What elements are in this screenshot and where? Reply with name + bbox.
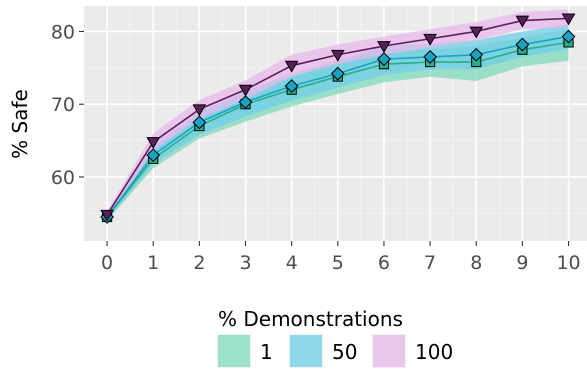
series-50-point [515, 37, 530, 52]
y-tick-label: 60 [51, 167, 75, 189]
legend-label-100: 100 [415, 340, 453, 364]
legend-swatch-1 [218, 335, 250, 367]
series-100-point [423, 33, 437, 46]
y-axis-title: % Safe [8, 89, 32, 159]
legend-title: % Demonstrations [218, 307, 403, 331]
series-100-point [238, 84, 253, 97]
series-100-point [100, 209, 114, 222]
legend: % Demonstrations 1 50 100 [217, 307, 453, 368]
legend-swatch-50 [290, 335, 322, 367]
series-1-ribbon [107, 29, 569, 221]
series-50-point [330, 66, 345, 81]
series-50-point [146, 148, 161, 163]
series-100-point [192, 104, 207, 117]
series-50-point [423, 50, 438, 64]
series-50-point [377, 52, 391, 67]
series-100-point [561, 13, 576, 26]
x-tick-label: 7 [424, 252, 436, 274]
series-100-point [515, 15, 530, 28]
y-tick-label: 70 [51, 94, 75, 116]
series-50-point [238, 95, 253, 109]
x-tick-label: 4 [286, 252, 298, 274]
axes: 0 1 2 3 4 5 6 7 8 9 10 60 70 80 [51, 21, 581, 274]
x-tick-label: 9 [516, 252, 528, 274]
x-tick-label: 1 [147, 252, 159, 274]
series-100-point [146, 137, 161, 150]
series-50-point [561, 29, 576, 44]
legend-swatch-100 [373, 335, 405, 367]
legend-label-50: 50 [332, 340, 357, 364]
y-tick-label: 80 [51, 21, 75, 43]
x-tick-label: 8 [470, 252, 482, 274]
series-50-point [469, 47, 484, 62]
series-100-point [284, 60, 299, 73]
plot-panel [84, 6, 587, 241]
legend-label-1: 1 [260, 340, 273, 364]
series-100-point [377, 41, 391, 54]
series-100-point [469, 26, 484, 39]
x-tick-label: 6 [378, 252, 390, 274]
x-tick-label: 10 [556, 252, 580, 274]
x-tick-label: 3 [239, 252, 251, 274]
series-100-point [330, 49, 345, 62]
series-50-point [192, 115, 207, 130]
x-tick-label: 2 [193, 252, 205, 274]
series-50-point [284, 79, 299, 93]
x-tick-label: 5 [332, 252, 344, 274]
x-tick-label: 0 [101, 252, 113, 274]
